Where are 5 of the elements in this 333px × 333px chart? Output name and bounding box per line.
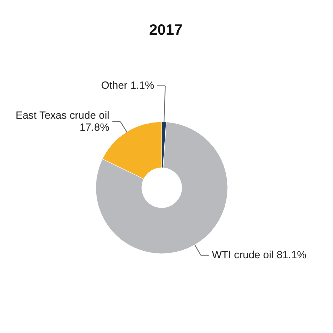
slice-label: Other 1.1% <box>101 80 155 92</box>
data-label: 17.8% <box>80 122 110 134</box>
chart-title: 2017 <box>149 22 183 39</box>
slice-label: East Texas crude oil <box>16 110 110 122</box>
slice-label: WTI crude oil 81.1% <box>212 250 307 262</box>
